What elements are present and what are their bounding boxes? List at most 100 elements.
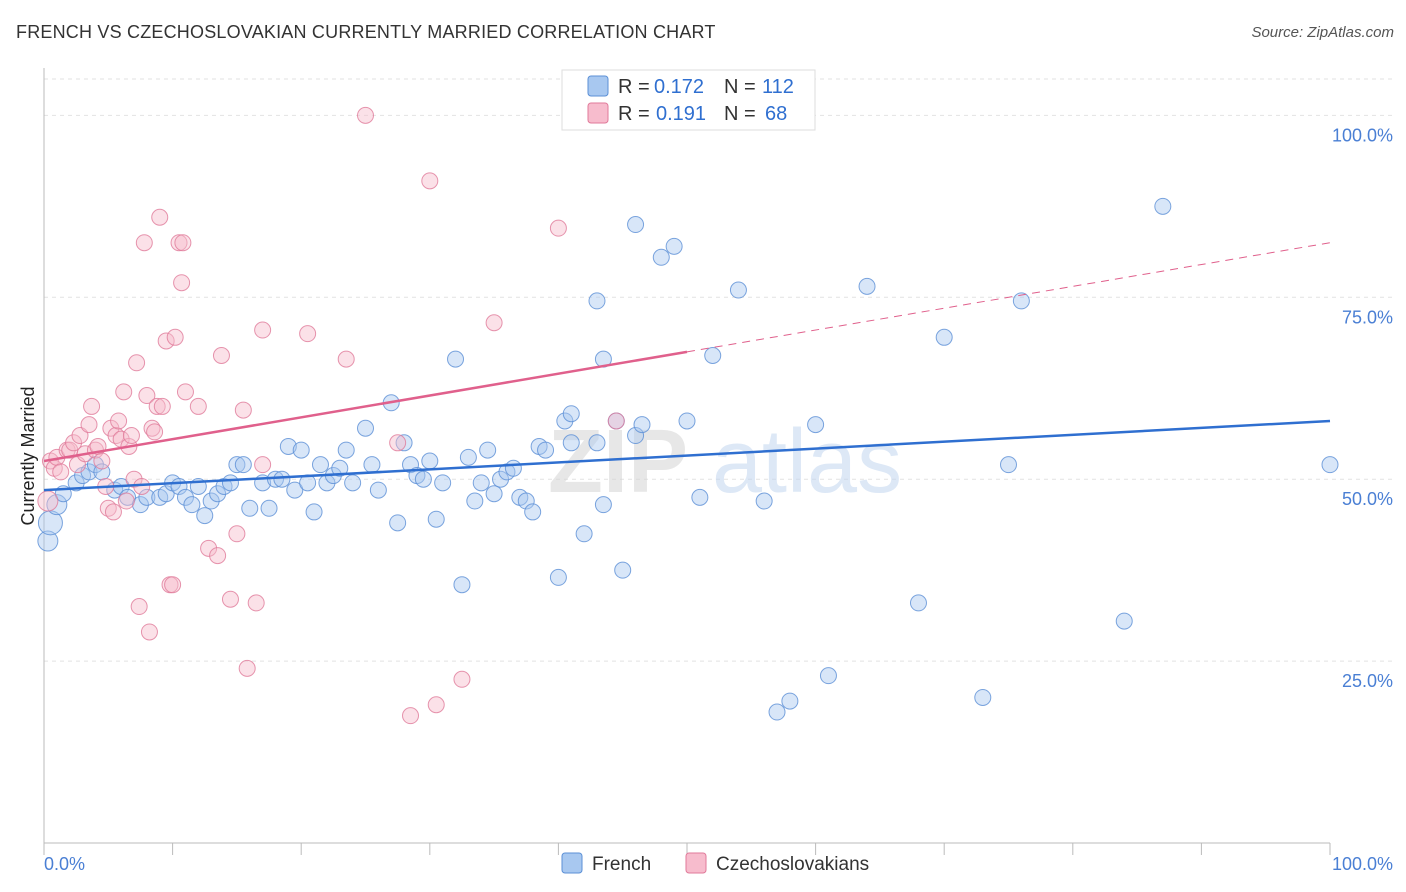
point-czechoslovakians [189, 397, 207, 415]
point-french [575, 525, 593, 543]
legend-label-french: French [592, 854, 651, 875]
point-french [311, 456, 329, 474]
point-french [241, 499, 259, 517]
data-points [37, 106, 1339, 725]
stats-legend-n-label-french: N = [724, 76, 756, 98]
y-tick-label: 50.0% [1342, 489, 1393, 509]
point-french [434, 474, 452, 492]
point-french [556, 412, 574, 430]
point-czechoslovakians [157, 332, 175, 350]
point-czechoslovakians [453, 670, 471, 688]
point-french [768, 703, 786, 721]
point-french [594, 496, 612, 514]
point-czechoslovakians [153, 397, 171, 415]
point-czechoslovakians [402, 707, 420, 725]
point-french [1154, 197, 1172, 215]
chart-title: FRENCH VS CZECHOSLOVAKIAN CURRENTLY MARR… [16, 22, 716, 42]
point-french [202, 492, 220, 510]
point-french [131, 496, 149, 514]
point-french [183, 496, 201, 514]
point-french [633, 416, 651, 434]
point-czechoslovakians [115, 383, 133, 401]
watermark: ZIP atlas [548, 412, 902, 512]
point-french [1012, 292, 1030, 310]
legend-label-czechoslovakians: Czechoslovakians [716, 854, 869, 875]
point-czechoslovakians [176, 383, 194, 401]
point-czechoslovakians [254, 321, 272, 339]
point-czechoslovakians [549, 219, 567, 237]
point-czechoslovakians [238, 659, 256, 677]
stats-legend-n-value-french: 112 [762, 76, 794, 98]
point-french [196, 507, 214, 525]
point-french [363, 456, 381, 474]
x-tick-label-min: 0.0% [44, 854, 85, 874]
point-czechoslovakians [52, 463, 70, 481]
point-czechoslovakians [173, 274, 191, 292]
stats-legend-n-value-czechoslovakians: 68 [765, 103, 787, 125]
point-french [704, 346, 722, 364]
y-tick-label: 25.0% [1342, 671, 1393, 691]
point-french [627, 427, 645, 445]
watermark-atlas: atlas [712, 412, 902, 512]
point-czechoslovakians [122, 427, 140, 445]
point-french [504, 459, 522, 477]
trend-lines [43, 242, 1331, 492]
point-czechoslovakians [80, 416, 98, 434]
point-french [485, 485, 503, 503]
trend-line-french [43, 419, 1331, 492]
point-czechoslovakians [93, 452, 111, 470]
point-french [402, 456, 420, 474]
point-french [421, 452, 439, 470]
point-czechoslovakians [389, 434, 407, 452]
stats-legend-swatch-french [587, 75, 609, 97]
point-french [614, 561, 632, 579]
point-french [524, 503, 542, 521]
point-french [176, 488, 194, 506]
point-french [819, 667, 837, 685]
point-czechoslovakians [254, 456, 272, 474]
point-czechoslovakians [146, 423, 164, 441]
point-czechoslovakians [174, 234, 192, 252]
point-czechoslovakians [140, 623, 158, 641]
point-french [279, 437, 297, 455]
point-czechoslovakians [421, 172, 439, 190]
point-czechoslovakians [128, 354, 146, 372]
point-french [909, 594, 927, 612]
point-czechoslovakians [427, 696, 445, 714]
point-french [344, 474, 362, 492]
point-czechoslovakians [151, 208, 169, 226]
point-french [414, 470, 432, 488]
point-french [562, 434, 580, 452]
point-french [305, 503, 323, 521]
point-czechoslovakians [37, 490, 59, 512]
legend-swatch-czechoslovakians [685, 852, 707, 874]
point-french [935, 328, 953, 346]
point-french [665, 237, 683, 255]
point-czechoslovakians [164, 576, 182, 594]
grid: 25.0% 50.0% 75.0% 100.0% [44, 78, 1393, 691]
point-french [807, 416, 825, 434]
point-french [588, 292, 606, 310]
source-label: Source: ZipAtlas.com [1251, 24, 1394, 41]
point-french [858, 277, 876, 295]
stats-legend-r-value-czechoslovakians: 0.191 [656, 103, 706, 125]
point-french [228, 456, 246, 474]
point-french [138, 488, 156, 506]
point-french [389, 514, 407, 532]
point-french [234, 456, 252, 474]
point-czechoslovakians [83, 397, 101, 415]
point-french [357, 419, 374, 437]
stats-legend-swatch-czechoslovakians [587, 102, 609, 124]
point-czechoslovakians [234, 401, 252, 419]
point-french [627, 216, 645, 234]
point-czechoslovakians [485, 314, 503, 332]
point-french [1321, 456, 1339, 474]
point-french [652, 248, 670, 266]
point-french [447, 350, 465, 368]
trend-line-extension-czechoslovakians [686, 242, 1331, 353]
point-french [781, 692, 799, 710]
stats-legend-r-value-french: 0.172 [654, 76, 704, 98]
point-czechoslovakians [247, 594, 265, 612]
point-french [1115, 612, 1133, 630]
